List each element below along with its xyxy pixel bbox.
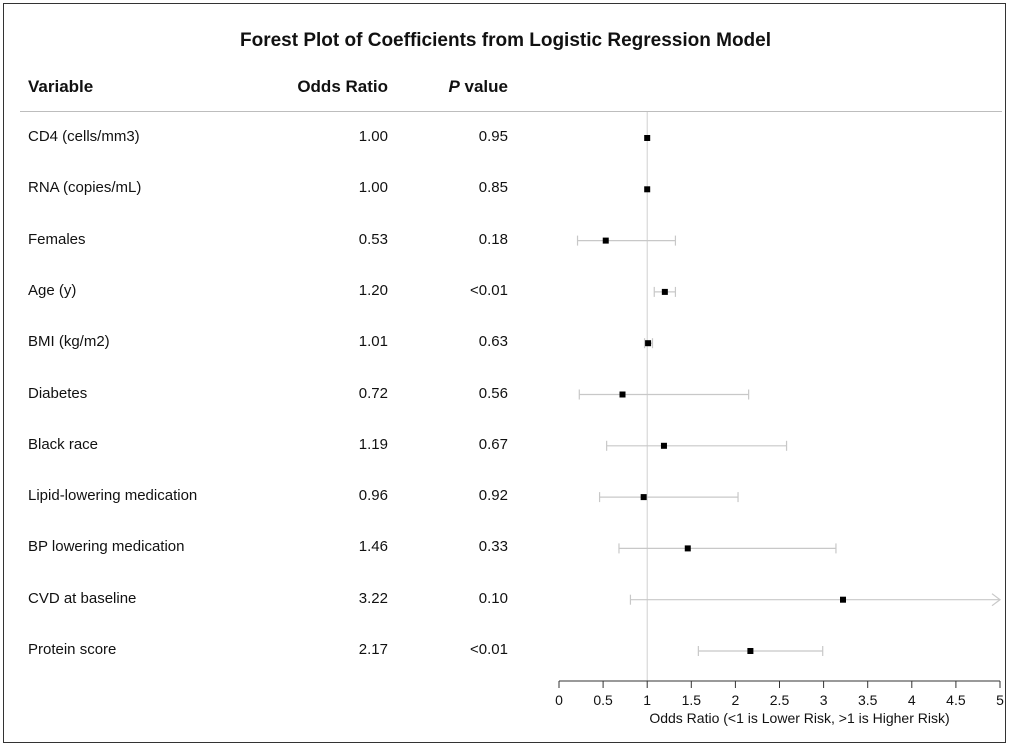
table-row: Age (y) 1.20 <0.01 <box>0 282 560 302</box>
row-variable: Lipid-lowering medication <box>28 487 198 505</box>
table-row: Females 0.53 0.18 <box>0 231 560 251</box>
row-p-value: 0.10 <box>478 589 508 607</box>
x-tick-label: 5 <box>996 692 1004 708</box>
row-odds-ratio: 1.46 <box>358 538 388 556</box>
row-p-value: 0.18 <box>478 230 508 248</box>
point-estimate <box>684 545 691 552</box>
figure-frame <box>3 3 1006 743</box>
x-tick-label: 4 <box>908 692 916 708</box>
ci-arrow <box>991 593 1001 607</box>
row-p-value: 0.56 <box>478 384 508 402</box>
row-variable: Females <box>28 230 86 248</box>
x-tick-label: 0 <box>555 692 563 708</box>
row-p-value: 0.92 <box>478 487 508 505</box>
x-tick-label: 2 <box>732 692 740 708</box>
point-estimate <box>640 494 647 501</box>
row-variable: Protein score <box>28 641 117 658</box>
point-estimate <box>644 186 651 193</box>
table-row: CVD at baseline 3.22 0.10 <box>0 590 560 610</box>
point-estimate <box>619 391 626 398</box>
x-tick-label: 1 <box>643 692 651 708</box>
x-tick-label: 4.5 <box>946 692 966 708</box>
point-estimate <box>747 648 754 654</box>
table-row: Diabetes 0.72 0.56 <box>0 385 560 405</box>
header-divider <box>20 111 1002 112</box>
table-row: BMI (kg/m2) 1.01 0.63 <box>0 333 560 353</box>
column-header-p-value: P value <box>418 77 508 97</box>
row-variable: CVD at baseline <box>28 589 137 607</box>
row-odds-ratio: 3.22 <box>358 589 388 607</box>
table-row: Black race 1.19 0.67 <box>0 436 560 456</box>
row-variable: Diabetes <box>28 384 88 402</box>
row-odds-ratio: 0.96 <box>358 487 388 505</box>
row-variable: Black race <box>28 435 99 453</box>
x-tick-label: 3 <box>820 692 828 708</box>
point-estimate <box>644 135 651 141</box>
row-odds-ratio: 2.17 <box>358 641 388 658</box>
x-axis-label: Odds Ratio (<1 is Lower Risk, >1 is High… <box>649 710 949 726</box>
row-odds-ratio: 1.19 <box>358 435 388 453</box>
table-row: Protein score 2.17 <0.01 <box>0 641 560 661</box>
point-estimate <box>660 442 667 449</box>
x-tick-label: 3.5 <box>858 692 878 708</box>
table-row: CD4 (cells/mm3) 1.00 0.95 <box>0 128 560 148</box>
x-tick-label: 2.5 <box>770 692 790 708</box>
row-odds-ratio: 1.01 <box>358 333 388 351</box>
chart-title: Forest Plot of Coefficients from Logisti… <box>240 30 771 51</box>
point-estimate <box>840 596 847 603</box>
x-tick-label: 0.5 <box>593 692 613 708</box>
table-row: BP lowering medication 1.46 0.33 <box>0 538 560 558</box>
row-p-value: 0.67 <box>478 435 508 453</box>
row-odds-ratio: 1.20 <box>358 281 388 299</box>
point-estimate <box>661 288 668 295</box>
row-variable: BP lowering medication <box>28 538 185 556</box>
table-row: RNA (copies/mL) 1.00 0.85 <box>0 179 560 199</box>
point-estimate <box>602 237 609 244</box>
row-variable: Age (y) <box>28 281 77 299</box>
row-odds-ratio: 1.00 <box>358 128 388 145</box>
table-row: Lipid-lowering medication 0.96 0.92 <box>0 487 560 507</box>
point-estimate <box>645 340 652 347</box>
row-odds-ratio: 1.00 <box>358 179 388 197</box>
row-p-value: 0.63 <box>478 333 508 351</box>
column-header-odds-ratio: Odds Ratio <box>297 77 388 96</box>
p-italic: P <box>448 77 460 96</box>
row-p-value: 0.95 <box>478 128 508 145</box>
column-header-variable: Variable <box>28 77 94 96</box>
row-p-value: 0.33 <box>478 538 508 556</box>
row-variable: CD4 (cells/mm3) <box>28 128 140 145</box>
row-variable: RNA (copies/mL) <box>28 179 142 197</box>
row-p-value: <0.01 <box>470 641 508 658</box>
row-variable: BMI (kg/m2) <box>28 333 110 351</box>
row-p-value: <0.01 <box>470 281 508 299</box>
row-odds-ratio: 0.53 <box>358 230 388 248</box>
p-value-rest: value <box>459 77 508 96</box>
x-tick-label: 1.5 <box>682 692 702 708</box>
row-odds-ratio: 0.72 <box>358 384 388 402</box>
row-p-value: 0.85 <box>478 179 508 197</box>
